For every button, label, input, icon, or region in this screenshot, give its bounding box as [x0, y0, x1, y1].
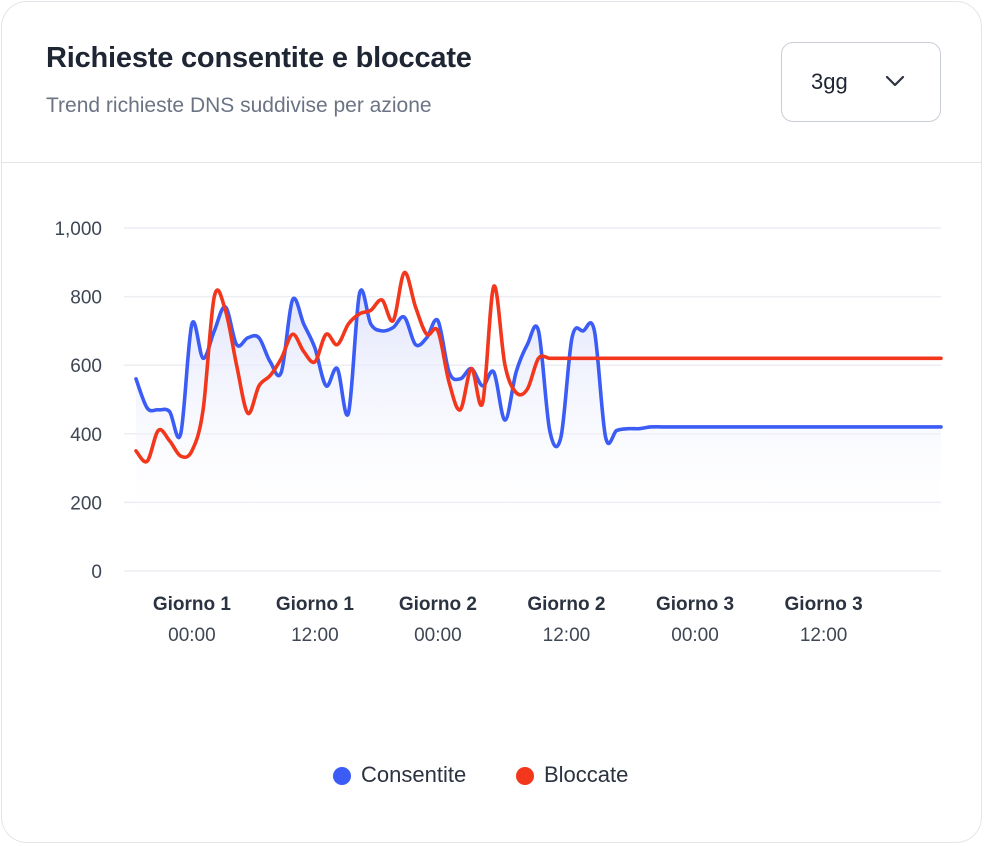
time-range-select[interactable]: 3gg: [781, 42, 941, 122]
x-tick-label-day: Giorno 3: [785, 594, 863, 615]
chart-title: Richieste consentite e bloccate: [46, 42, 472, 74]
x-tick-label-time: 00:00: [414, 625, 462, 646]
x-tick-label-time: 12:00: [800, 625, 848, 646]
chevron-down-icon: [885, 75, 905, 87]
x-tick-label-day: Giorno 2: [399, 594, 477, 615]
legend-label-blocked: Bloccate: [544, 762, 629, 787]
chart-legend: Consentite Bloccate: [0, 760, 985, 792]
card-header: Richieste consentite e bloccate Trend ri…: [2, 2, 981, 163]
y-tick-label: 600: [70, 356, 102, 377]
chart-subtitle: Trend richieste DNS suddivise per azione: [46, 94, 432, 117]
x-tick-label-day: Giorno 2: [527, 594, 605, 615]
x-tick-label-time: 12:00: [291, 625, 339, 646]
x-tick-label-day: Giorno 1: [276, 594, 355, 615]
legend-label-allowed: Consentite: [361, 762, 467, 787]
y-tick-label: 0: [91, 562, 102, 583]
series-line-1: [134, 270, 943, 464]
x-tick-label-time: 00:00: [671, 625, 719, 646]
legend-dot-blocked: [516, 767, 534, 785]
y-tick-label: 200: [70, 493, 102, 514]
series-area-0: [136, 289, 941, 541]
x-tick-label-day: Giorno 1: [153, 594, 232, 615]
legend-dot-allowed: [333, 767, 351, 785]
y-tick-label: 1,000: [54, 219, 102, 240]
series-line-0: [134, 288, 943, 449]
y-tick-label: 400: [70, 425, 102, 446]
y-tick-label: 800: [70, 288, 102, 309]
x-tick-label-time: 12:00: [543, 625, 591, 646]
time-range-value: 3gg: [811, 69, 848, 94]
x-tick-label-time: 00:00: [168, 625, 216, 646]
x-tick-label-day: Giorno 3: [656, 594, 734, 615]
